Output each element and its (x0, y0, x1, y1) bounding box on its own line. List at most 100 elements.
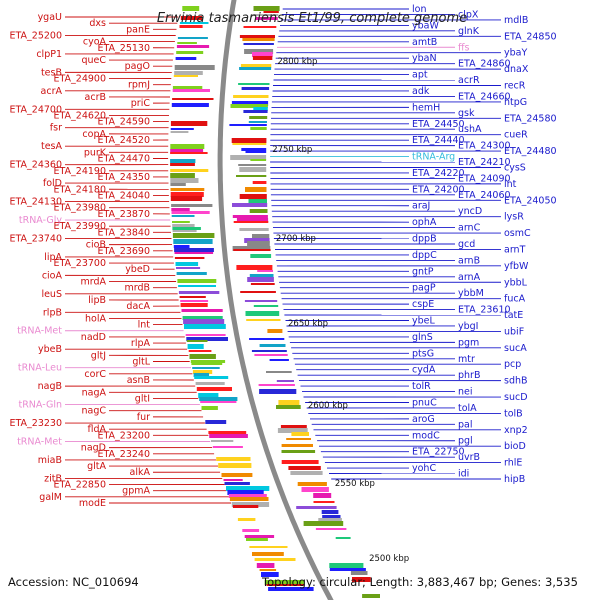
gene-label[interactable]: lnt (138, 320, 151, 331)
gene-label[interactable]: tRNA-Met (17, 436, 62, 447)
gene-label[interactable]: ETA_24300 (458, 141, 511, 152)
gene-label[interactable]: ETA_24590 (97, 117, 150, 128)
gene-label[interactable]: tesB (41, 67, 62, 78)
gene-label[interactable]: acrR (458, 75, 480, 86)
gene-label[interactable]: cyoA (83, 37, 107, 48)
gene-label[interactable]: yfbW (504, 261, 529, 272)
gene-label[interactable]: tRNA-Gln (18, 400, 62, 411)
gene-label[interactable]: ybaW (412, 20, 439, 31)
gene-label[interactable]: ETA_24200 (412, 184, 465, 195)
gene-label[interactable]: queC (81, 55, 106, 66)
gene-label[interactable]: ybaN (412, 53, 437, 64)
gene-label[interactable]: pgl (458, 436, 473, 447)
gene-label[interactable]: gsk (458, 108, 475, 119)
gene-label[interactable]: ETA_24090 (458, 173, 511, 184)
gene-label[interactable]: ETA_24470 (97, 153, 150, 164)
gene-label[interactable]: fsr (50, 123, 62, 134)
gene-label[interactable]: purK (84, 147, 107, 158)
gene-label[interactable]: gntP (412, 266, 434, 277)
gene-label[interactable]: gltA (87, 461, 106, 472)
gene-label[interactable]: modC (412, 430, 440, 441)
gene-label[interactable]: adk (412, 86, 430, 97)
gene-label[interactable]: dppB (412, 234, 437, 245)
gene-label[interactable]: panE (126, 24, 150, 35)
gene-label[interactable]: tRNA-Met (17, 326, 62, 337)
gene-label[interactable]: pgm (458, 337, 479, 348)
gene-label[interactable]: cioB (86, 240, 106, 251)
gene-label[interactable]: cueR (504, 130, 528, 141)
gene-label[interactable]: gpmA (122, 486, 150, 497)
gene-label[interactable]: mtr (458, 354, 475, 365)
gene-label[interactable]: ETA_24060 (458, 190, 511, 201)
gene-label[interactable]: tRNA-Arg (412, 152, 455, 163)
gene-label[interactable]: mrdA (80, 277, 106, 288)
gene-label[interactable]: tolB (504, 408, 523, 419)
gene-label[interactable]: tolR (412, 381, 431, 392)
gene-label[interactable]: ETA_24850 (504, 31, 557, 42)
gene-label[interactable]: fldA (87, 424, 106, 435)
gene-label[interactable]: rpmJ (128, 80, 150, 91)
gene-label[interactable]: tesA (41, 141, 63, 152)
gene-label[interactable]: sdhB (504, 376, 528, 387)
gene-label[interactable]: ffs (458, 42, 470, 53)
outer-feature-track[interactable] (170, 6, 314, 591)
gene-label[interactable]: hemH (412, 102, 440, 113)
gene-label[interactable]: tolA (458, 403, 477, 414)
gene-label[interactable]: ETA_23690 (97, 246, 150, 257)
gene-label[interactable]: acrB (85, 92, 106, 103)
gene-label[interactable]: arnB (458, 255, 480, 266)
gene-label[interactable]: tatE (504, 310, 523, 321)
gene-label[interactable]: ETA_23840 (97, 227, 150, 238)
gene-label[interactable]: lysR (504, 212, 524, 223)
gene-label[interactable]: tRNA-Leu (18, 363, 62, 374)
gene-label[interactable]: pagP (412, 283, 436, 294)
gene-label[interactable]: xnp2 (504, 425, 528, 436)
gene-label[interactable]: ETA_23990 (53, 221, 106, 232)
gene-label[interactable]: yohC (412, 463, 436, 474)
gene-label[interactable]: folD (43, 178, 62, 189)
gene-label[interactable]: ETA_23870 (97, 209, 150, 220)
gene-label[interactable]: lon (412, 4, 426, 15)
gene-label[interactable]: ETA_23610 (458, 305, 511, 316)
gene-label[interactable]: asnB (127, 375, 150, 386)
gene-label[interactable]: idi (458, 469, 469, 480)
gene-label[interactable]: corC (84, 369, 106, 380)
gene-label[interactable]: fur (137, 412, 150, 423)
gene-label[interactable]: modE (79, 498, 106, 509)
gene-label[interactable]: ygaU (38, 12, 62, 23)
gene-label[interactable]: mrdB (124, 283, 150, 294)
gene-label[interactable]: sucA (504, 343, 527, 354)
gene-label[interactable]: lnt (504, 179, 517, 190)
gene-label[interactable]: zitB (44, 473, 62, 484)
gene-label[interactable]: rhlE (504, 458, 522, 469)
gene-label[interactable]: ETA_25130 (97, 43, 150, 54)
gene-label[interactable]: nei (458, 387, 473, 398)
gene-label[interactable]: gltJ (91, 350, 106, 361)
gene-label[interactable]: nagC (81, 406, 106, 417)
gene-label[interactable]: ubiF (504, 326, 524, 337)
gene-label[interactable]: ETA_24480 (504, 146, 557, 157)
gene-label[interactable]: ybbM (458, 288, 484, 299)
gene-label[interactable]: galM (39, 492, 62, 503)
gene-label[interactable]: dacA (126, 301, 150, 312)
gene-label[interactable]: ybeD (125, 264, 150, 275)
gene-label[interactable]: ybgI (458, 321, 478, 332)
gene-label[interactable]: glnK (458, 26, 480, 37)
gene-label[interactable]: ETA_22850 (53, 480, 106, 491)
gene-label[interactable]: htpG (504, 97, 527, 108)
gene-label[interactable]: aroG (412, 414, 435, 425)
gene-label[interactable]: glnS (412, 332, 433, 343)
gene-label[interactable]: ETA_24350 (97, 172, 150, 183)
gene-label[interactable]: dxs (89, 18, 106, 29)
gene-label[interactable]: ETA_24580 (504, 113, 557, 124)
gene-label[interactable]: nagB (38, 381, 62, 392)
gene-label[interactable]: holA (85, 313, 106, 324)
gene-label[interactable]: araJ (412, 201, 430, 212)
gene-label[interactable]: amtB (412, 37, 437, 48)
gene-label[interactable]: arnC (458, 223, 481, 234)
gene-label[interactable]: cspE (412, 299, 434, 310)
gene-label[interactable]: lipB (88, 295, 106, 306)
gene-label[interactable]: nadD (81, 332, 106, 343)
